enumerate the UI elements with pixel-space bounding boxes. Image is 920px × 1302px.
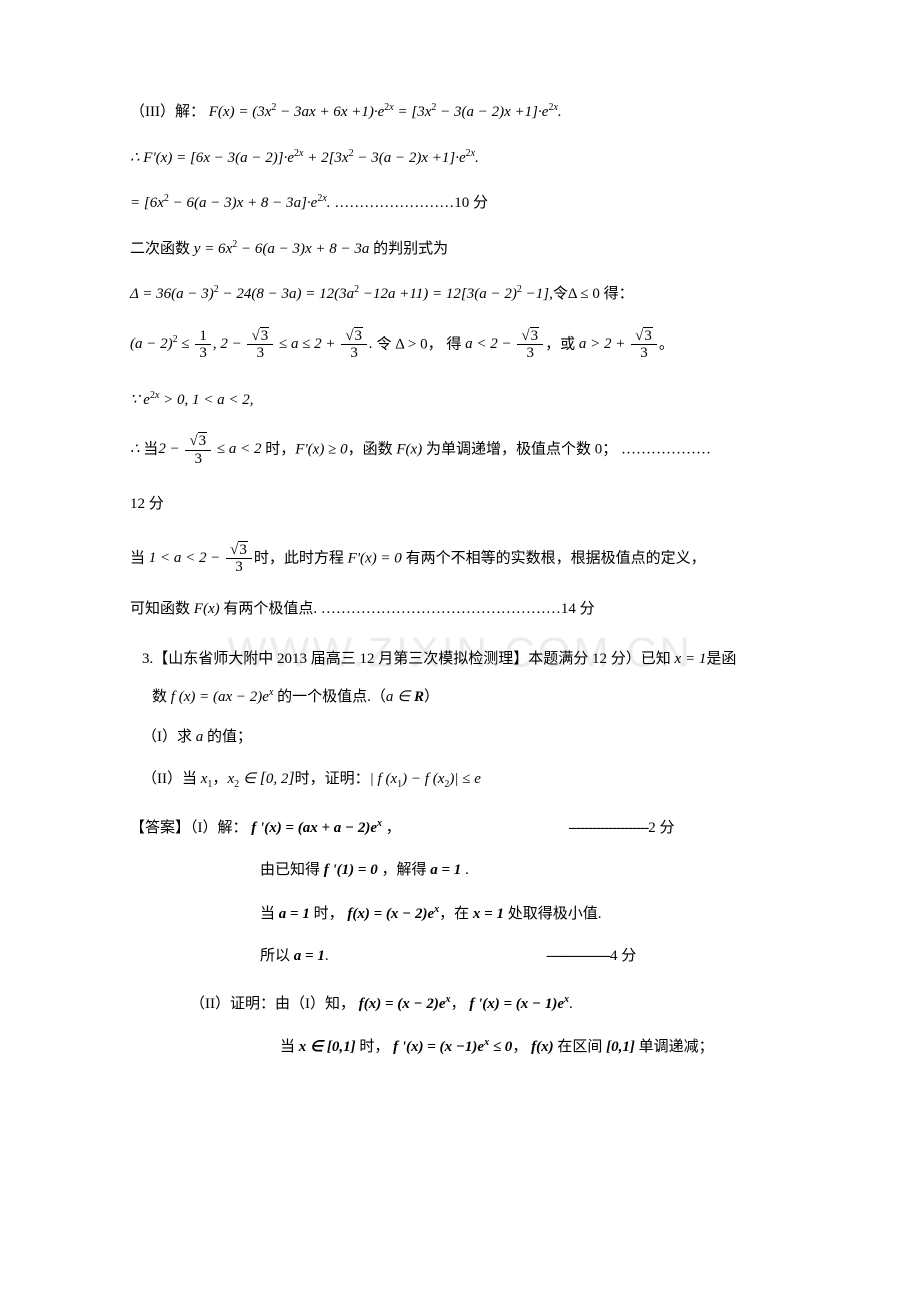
delta-tail: 令Δ ≤ 0 得： bbox=[553, 286, 634, 302]
question-3-part-ii: （II）当 x1，x2 ∈ [0, 2]时，证明：| f (x1) − f (x… bbox=[130, 767, 790, 792]
answer-i-line2: 由已知得 f '(1) = 0 ，解得 a = 1 . bbox=[130, 859, 790, 882]
answer-i-line4: 所以 a = 1. ----------------4 分 bbox=[130, 945, 790, 968]
dots-12: ……………… bbox=[621, 441, 711, 457]
line-discriminant-intro: 二次函数 y = 6x2 − 6(a − 3)x + 8 − 3a 的判别式为 bbox=[130, 237, 790, 261]
line-since-e2x: ∵ e2x > 0, 1 < a < 2, bbox=[130, 388, 790, 412]
answer-i-line3: 当 a = 1 时， f(x) = (x − 2)ex，在 x = 1 处取得极… bbox=[130, 902, 790, 926]
line-Fprime2: = [6x2 − 6(a − 3)x + 8 − 3a]·e2x. ………………… bbox=[130, 191, 790, 215]
line-ineq1: (a − 2)2 ≤ 13, 2 − √33 ≤ a ≤ 2 + √33. 令 … bbox=[130, 328, 790, 362]
question-3-stem1: 3.【山东省师大附中 2013 届高三 12 月第三次模拟检测理】本题满分 12… bbox=[130, 648, 790, 671]
dots-14: ………………………………………… bbox=[321, 601, 561, 617]
question-3-stem2: 数 f (x) = (ax − 2)ex 的一个极值点.（a ∈ R） bbox=[130, 685, 790, 709]
line-iii-solution: （III）解： F(x) = (3x2 − 3ax + 6x +1)·e2x =… bbox=[130, 100, 790, 124]
label-iii: （III）解： bbox=[130, 104, 205, 120]
answer-ii-line1: （II）证明：由（I）知， f(x) = (x − 2)ex， f '(x) =… bbox=[130, 992, 790, 1016]
dash-4: ---------------- bbox=[546, 948, 610, 964]
score-14: 14 分 bbox=[561, 601, 595, 617]
answer-ii-line2: 当 x ∈ [0,1] 时， f '(x) = (x −1)ex ≤ 0， f(… bbox=[130, 1035, 790, 1059]
line-when-case1: ∴ 当2 − √33 ≤ a < 2 时，F'(x) ≥ 0，函数 F(x) 为… bbox=[130, 433, 790, 467]
answer-i-line1: 【答案】（I）解： f '(x) = (ax + a − 2)ex ， ----… bbox=[130, 816, 790, 840]
score-12-line: 12 分 bbox=[130, 493, 790, 516]
line-delta: Δ = 36(a − 3)2 − 24(8 − 3a) = 12(3a2 −12… bbox=[130, 282, 790, 306]
question-3-part-i: （I）求 a 的值； bbox=[130, 726, 790, 749]
line-conclusion-14: 可知函数 F(x) 有两个极值点. …………………………………………14 分 bbox=[130, 598, 790, 621]
line-Fprime: ∴ F'(x) = [6x − 3(a − 2)]·e2x + 2[3x2 − … bbox=[130, 146, 790, 170]
eq-F: F(x) = (3x2 − 3ax + 6x +1)·e2x = [3x2 − … bbox=[209, 104, 562, 120]
score-10: 10 分 bbox=[454, 195, 488, 211]
dots-10: …………………… bbox=[334, 195, 454, 211]
page-content: （III）解： F(x) = (3x2 − 3ax + 6x +1)·e2x =… bbox=[130, 100, 790, 1059]
dash-2: -------------------- bbox=[568, 820, 648, 836]
line-when-case2: 当 1 < a < 2 − √33时，此时方程 F'(x) = 0 有两个不相等… bbox=[130, 542, 790, 576]
